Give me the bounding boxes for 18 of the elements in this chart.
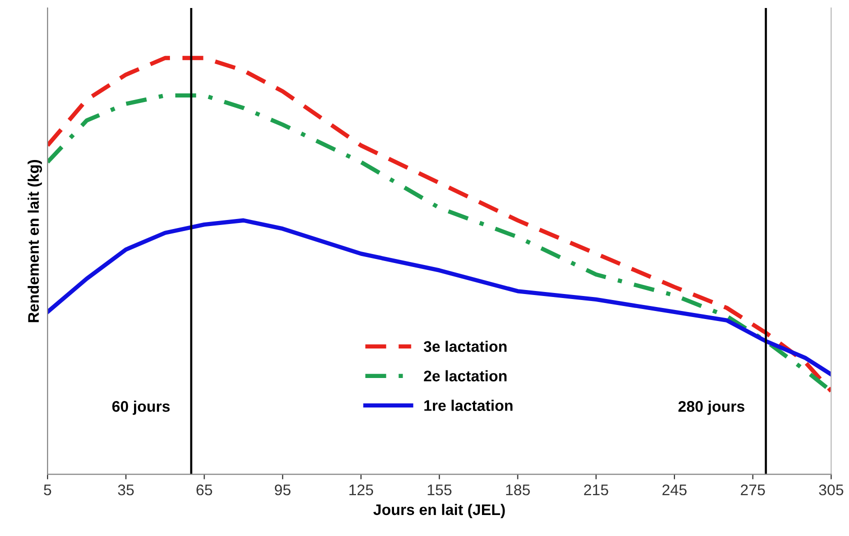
x-tick-label: 275 <box>740 484 765 496</box>
y-axis-title: Rendement en lait (kg) <box>28 160 42 322</box>
x-tick-label: 5 <box>44 484 52 496</box>
x-tick-label: 215 <box>584 484 608 496</box>
x-tick-label: 155 <box>428 484 452 496</box>
x-tick-label: 35 <box>118 484 134 496</box>
ref-line-label: 280 jours <box>678 400 744 415</box>
x-tick-label: 125 <box>349 484 374 496</box>
ref-line-label: 60 jours <box>112 400 170 415</box>
x-tick-label: 245 <box>662 484 687 496</box>
x-tick-label: 65 <box>196 484 212 496</box>
x-axis-title: Jours en lait (JEL) <box>373 504 505 518</box>
x-tick-label: 305 <box>819 484 844 496</box>
legend-label: 2e lactation <box>424 370 506 382</box>
x-tick-label: 185 <box>506 484 530 496</box>
legend-label: 3e lactation <box>424 340 506 352</box>
x-tick-label: 95 <box>274 484 290 496</box>
legend-label: 1re lactation <box>424 400 512 411</box>
